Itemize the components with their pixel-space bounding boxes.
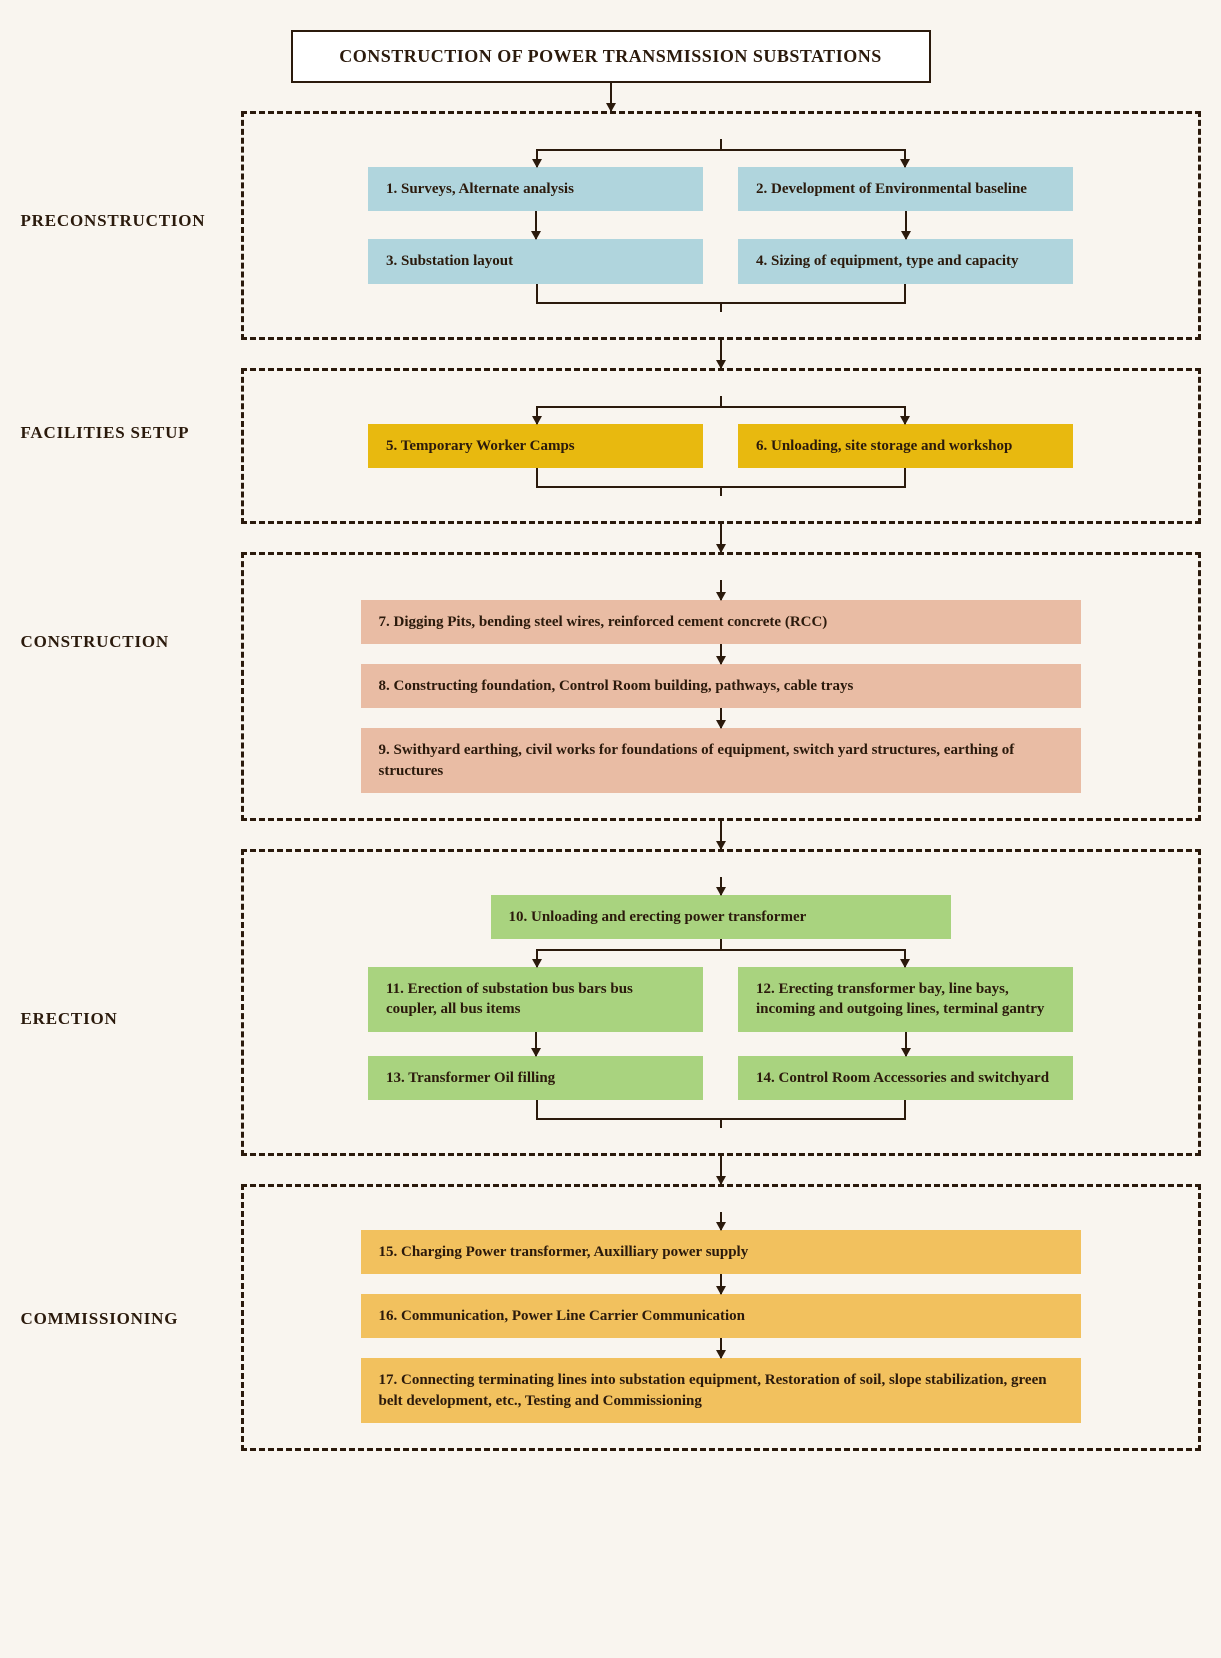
node-8: 8. Constructing foundation, Control Room…: [361, 664, 1081, 708]
phase-box-facilities: 5. Temporary Worker Camps 6. Unloading, …: [241, 368, 1201, 524]
node-13: 13. Transformer Oil filling: [368, 1056, 703, 1100]
arrow-icon: [720, 340, 722, 368]
arrow-pair: [264, 211, 1178, 239]
phase-label-commissioning: COMMISSIONING: [21, 1309, 231, 1329]
merge-connector: [536, 1100, 906, 1128]
node-16: 16. Communication, Power Line Carrier Co…: [361, 1294, 1081, 1338]
node-2: 2. Development of Environmental baseline: [738, 167, 1073, 211]
node-4: 4. Sizing of equipment, type and capacit…: [738, 239, 1073, 283]
flowchart: CONSTRUCTION OF POWER TRANSMISSION SUBST…: [21, 30, 1201, 1451]
arrow-icon: [720, 644, 722, 664]
phase-box-erection: 10. Unloading and erecting power transfo…: [241, 849, 1201, 1156]
node-17: 17. Connecting terminating lines into su…: [361, 1358, 1081, 1423]
phase-box-construction: 7. Digging Pits, bending steel wires, re…: [241, 552, 1201, 821]
node-7: 7. Digging Pits, bending steel wires, re…: [361, 600, 1081, 644]
arrow-icon: [720, 1212, 722, 1230]
merge-connector: [536, 468, 906, 496]
node-1: 1. Surveys, Alternate analysis: [368, 167, 703, 211]
node-9: 9. Swithyard earthing, civil works for f…: [361, 728, 1081, 793]
node-10: 10. Unloading and erecting power transfo…: [491, 895, 951, 939]
node-15: 15. Charging Power transformer, Auxillia…: [361, 1230, 1081, 1274]
split-connector: [536, 939, 906, 967]
phase-label-facilities: FACILITIES SETUP: [21, 423, 231, 443]
node-12: 12. Erecting transformer bay, line bays,…: [738, 967, 1073, 1032]
arrow-icon: [720, 524, 722, 552]
arrow-icon: [720, 1338, 722, 1358]
node-14: 14. Control Room Accessories and switchy…: [738, 1056, 1073, 1100]
arrow-icon: [720, 821, 722, 849]
node-6: 6. Unloading, site storage and workshop: [738, 424, 1073, 468]
node-3: 3. Substation layout: [368, 239, 703, 283]
arrow-icon: [720, 1274, 722, 1294]
arrow-icon: [720, 580, 722, 600]
arrow-icon: [610, 83, 612, 111]
split-connector: [536, 396, 906, 424]
arrow-icon: [720, 1156, 722, 1184]
phase-label-construction: CONSTRUCTION: [21, 632, 231, 652]
arrow-pair: [264, 1032, 1178, 1056]
arrow-icon: [720, 708, 722, 728]
diagram-title: CONSTRUCTION OF POWER TRANSMISSION SUBST…: [291, 30, 931, 83]
node-5: 5. Temporary Worker Camps: [368, 424, 703, 468]
phase-label-erection: ERECTION: [21, 1009, 231, 1029]
node-11: 11. Erection of substation bus bars bus …: [368, 967, 703, 1032]
split-connector: [536, 139, 906, 167]
phase-label-preconstruction: PRECONSTRUCTION: [21, 211, 231, 231]
phase-box-preconstruction: 1. Surveys, Alternate analysis 2. Develo…: [241, 111, 1201, 340]
merge-connector: [536, 284, 906, 312]
phase-box-commissioning: 15. Charging Power transformer, Auxillia…: [241, 1184, 1201, 1451]
arrow-icon: [720, 877, 722, 895]
